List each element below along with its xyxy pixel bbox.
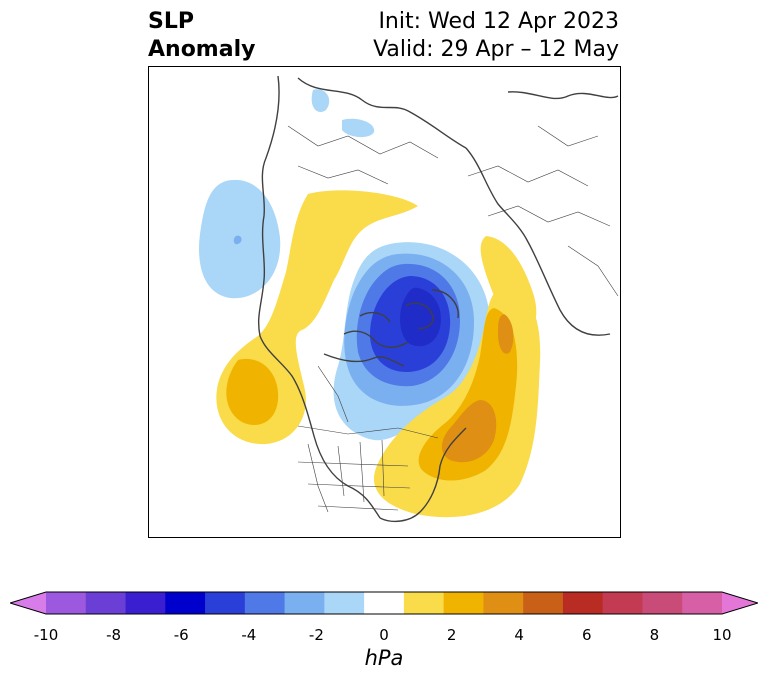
colorbar-segment [284,592,325,614]
colorbar-segment [523,592,564,614]
colorbar-segment [46,592,87,614]
colorbar-tick-label: 2 [446,626,457,644]
colorbar-segment [85,592,127,614]
colorbar-tick-label: -2 [308,626,324,644]
init-date-label: Init: Wed 12 Apr 2023 [378,9,619,34]
scandinavia-low-contours [311,89,375,138]
colorbar-segment [403,592,445,614]
colorbar-tick-label: -10 [33,626,59,644]
arctic-low-contours [333,242,490,441]
colorbar [10,591,758,615]
valid-range-label: Valid: 29 Apr – 12 May [373,37,619,62]
pacific-high-contours [216,190,418,445]
plot-title-left: SLP Anomaly [148,8,255,64]
colorbar-segment [483,592,524,614]
colorbar-segment [165,592,206,614]
colorbar-tick-label: 4 [514,626,524,644]
colorbar-segment [125,592,166,614]
colorbar-segment [642,592,683,614]
colorbar-extend-high [722,592,758,614]
colorbar-tick-label: -4 [241,626,257,644]
colorbar-segment [205,592,246,614]
country-borders [287,125,619,513]
colorbar-tick-label: 10 [712,626,732,644]
colorbar-segment [602,592,643,614]
colorbar-segment [324,592,365,614]
colorbar-tick-label: 8 [649,626,660,644]
colorbar-segment [562,592,604,614]
colorbar-segment [443,592,484,614]
coastlines [257,75,619,523]
colorbar-unit-label: hPa [364,646,404,670]
colorbar-tick-label: 0 [379,626,389,644]
colorbar-tick-label: -8 [106,626,122,644]
colorbar-extend-low [10,592,46,614]
colorbar-segment [682,592,723,614]
colorbar-segments [10,592,758,614]
atlantic-high-contours [373,288,541,518]
plot-title-right: Init: Wed 12 Apr 2023 Valid: 29 Apr – 12… [373,8,619,64]
colorbar-segment [244,592,286,614]
slp-anomaly-map [148,66,621,538]
colorbar-tick-label: -6 [173,626,189,644]
colorbar-tick-label: 6 [582,626,592,644]
title-variable: SLP [148,9,194,34]
colorbar-segment [364,592,405,614]
title-anomaly: Anomaly [148,37,256,62]
alaska-low-contours [199,179,281,299]
